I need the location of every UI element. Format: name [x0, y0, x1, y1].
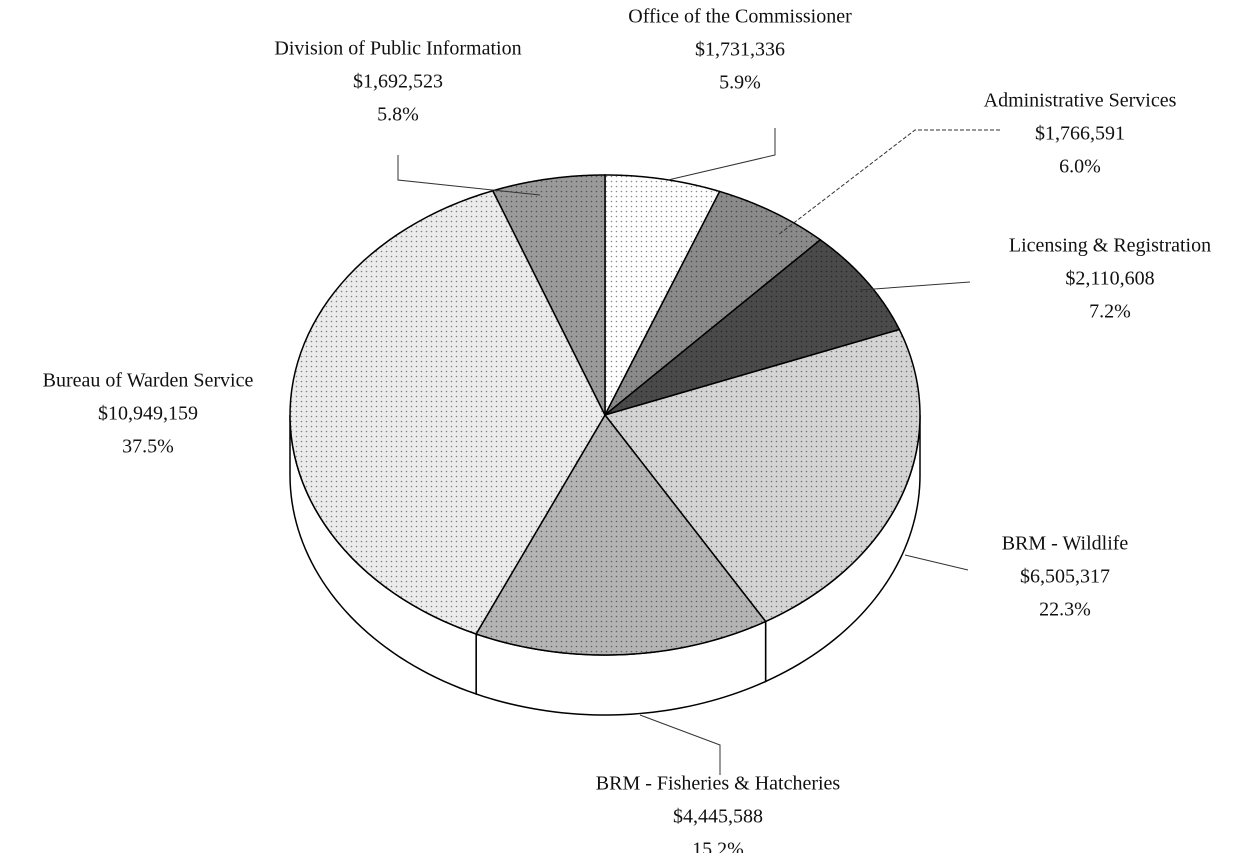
percent-label: 37.5%	[122, 436, 174, 458]
pie-texture	[605, 191, 821, 415]
value-label: $10,949,159	[98, 403, 198, 425]
percent-label: 5.9%	[719, 72, 761, 94]
slice-label: Administrative Services	[984, 90, 1177, 112]
slice-label: Office of the Commissioner	[628, 6, 852, 28]
value-label: $6,505,317	[1020, 566, 1110, 588]
pie-texture	[476, 415, 766, 655]
value-label: $1,692,523	[353, 71, 443, 93]
pie-texture	[605, 239, 900, 415]
slice-label: BRM - Wildlife	[1002, 533, 1129, 555]
slice-label: Bureau of Warden Service	[43, 370, 254, 392]
pie-texture	[290, 190, 605, 634]
percent-label: 15.2%	[692, 839, 744, 853]
percent-label: 22.3%	[1039, 599, 1091, 621]
value-label: $4,445,588	[673, 806, 763, 828]
slice-label: BRM - Fisheries & Hatcheries	[596, 773, 841, 795]
pie-texture	[605, 175, 720, 415]
slice-label: Division of Public Information	[274, 38, 521, 60]
pie-texture	[605, 329, 920, 622]
slice-label: Licensing & Registration	[1009, 235, 1211, 257]
pie-texture	[492, 175, 605, 415]
value-label: $1,766,591	[1035, 123, 1125, 145]
value-label: $2,110,608	[1065, 268, 1154, 290]
percent-label: 7.2%	[1089, 301, 1131, 323]
percent-label: 6.0%	[1059, 156, 1101, 178]
value-label: $1,731,336	[695, 39, 785, 61]
percent-label: 5.8%	[377, 104, 419, 126]
leader-lines	[397, 128, 1000, 775]
